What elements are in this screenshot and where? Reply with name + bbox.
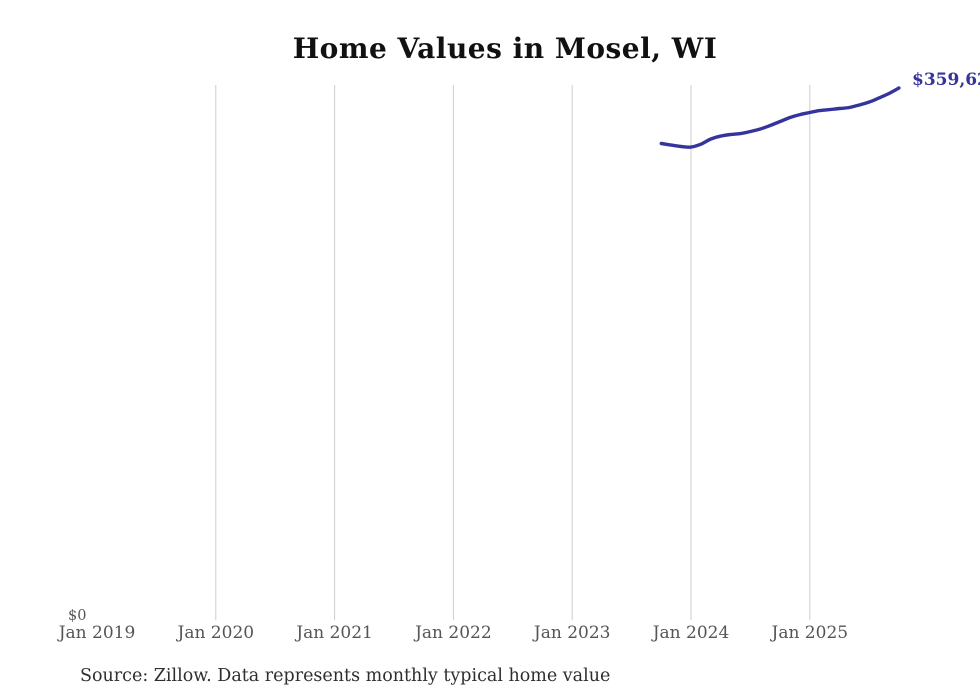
x-tick-label-jan-2019: Jan 2019 [58, 623, 136, 643]
x-tick-label-jan-2025: Jan 2025 [771, 623, 849, 643]
home-value-line-series [659, 86, 901, 149]
x-tick-label-jan-2023: Jan 2023 [533, 623, 611, 643]
source-note: Source: Zillow. Data represents monthly … [80, 666, 611, 686]
y-axis-zero-tick-label: $0 [68, 608, 87, 624]
chart-title: Home Values in Mosel, WI [292, 32, 718, 65]
x-tick-label-jan-2024: Jan 2024 [652, 623, 730, 643]
vertical-gridlines [215, 85, 811, 620]
x-tick-label-jan-2022: Jan 2022 [415, 623, 492, 643]
x-tick-label-jan-2021: Jan 2021 [296, 623, 373, 643]
series-end-value-label: $359,625 [912, 70, 980, 90]
x-tick-label-jan-2020: Jan 2020 [177, 623, 255, 643]
